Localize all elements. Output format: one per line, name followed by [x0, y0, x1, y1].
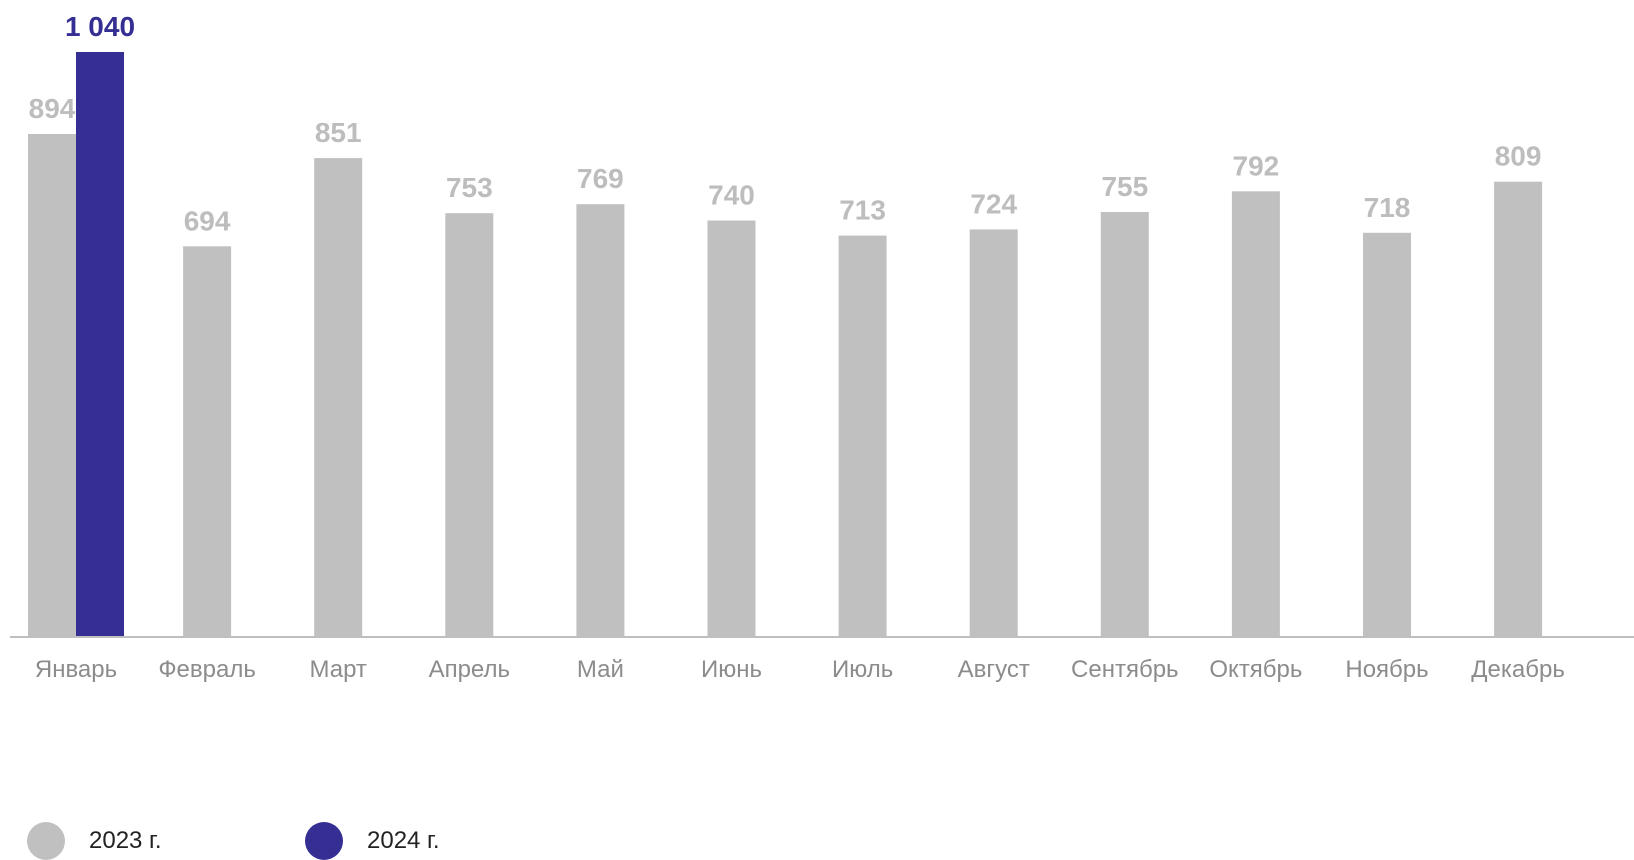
category-label-4: Апрель	[429, 656, 510, 683]
value-label-2023-4: 753	[446, 172, 493, 203]
bar-2023-10	[1231, 191, 1280, 637]
category-label-3: Март	[309, 656, 366, 683]
category-label-8: Август	[958, 656, 1030, 683]
bar-2023-3	[314, 158, 363, 636]
legend-swatch-2023	[27, 822, 65, 860]
value-label-2023-1: 894	[29, 93, 76, 124]
bar-2023-5	[576, 204, 625, 636]
legend-item-2023: 2023 г.	[27, 822, 162, 860]
legend-label-2023: 2023 г.	[89, 827, 162, 854]
value-label-2023-7: 713	[839, 195, 886, 226]
category-label-5: Май	[577, 656, 624, 683]
category-label-11: Ноябрь	[1345, 656, 1428, 683]
category-label-12: Декабрь	[1471, 656, 1565, 683]
bar-2023-12	[1494, 181, 1543, 636]
value-label-2023-9: 755	[1101, 171, 1148, 202]
category-label-1: Январь	[35, 656, 117, 683]
bar-2023-2	[183, 246, 232, 637]
value-label-2023-6: 740	[708, 180, 755, 211]
legend-item-2024: 2024 г.	[305, 822, 440, 860]
bar-2023-6	[707, 220, 756, 636]
legend-label-2024: 2024 г.	[367, 827, 440, 854]
legend-swatch-2024	[305, 822, 343, 860]
value-label-2023-10: 792	[1233, 150, 1280, 181]
category-label-6: Июнь	[701, 656, 762, 683]
value-label-2023-12: 809	[1495, 141, 1542, 172]
value-label-2023-3: 851	[315, 117, 362, 148]
value-label-2023-11: 718	[1364, 192, 1411, 223]
value-label-2024-1: 1 040	[65, 11, 135, 42]
bar-2024-1	[76, 52, 124, 636]
bar-2023-8	[969, 229, 1018, 636]
category-label-2: Февраль	[158, 656, 256, 683]
value-label-2023-2: 694	[184, 205, 231, 236]
category-label-10: Октябрь	[1209, 656, 1302, 683]
bar-2023-11	[1363, 232, 1411, 637]
bar-2023-1	[28, 134, 76, 636]
bar-2023-7	[838, 235, 887, 636]
value-label-2023-8: 724	[970, 188, 1017, 219]
category-label-9: Сентябрь	[1071, 656, 1179, 683]
bar-2023-9	[1100, 212, 1149, 636]
value-label-2023-5: 769	[577, 163, 624, 194]
legend: 2023 г. 2024 г.	[0, 822, 1634, 860]
category-label-7: Июль	[832, 656, 893, 683]
bar-2023-4	[445, 213, 494, 636]
